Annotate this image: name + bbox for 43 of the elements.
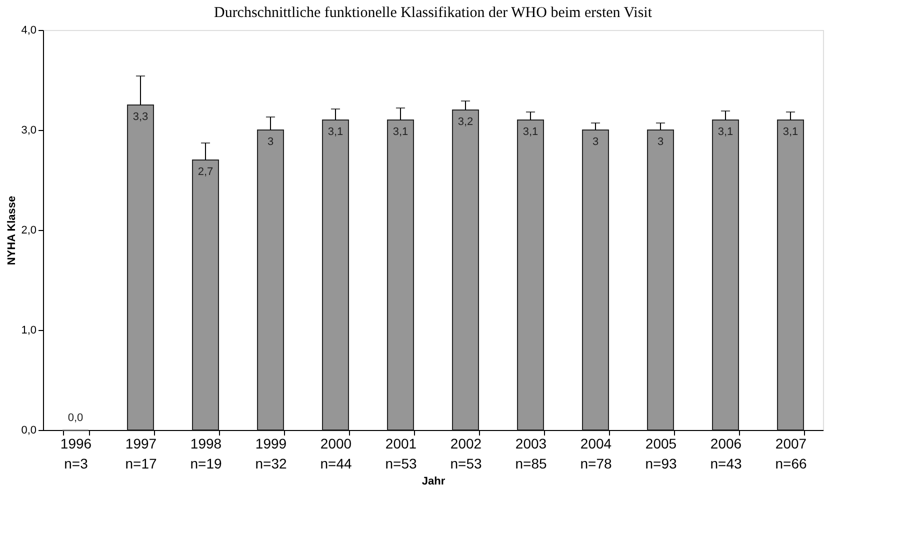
x-tick-label: 1998 n=19	[190, 436, 222, 472]
bar	[582, 130, 609, 430]
bar	[192, 160, 219, 430]
y-axis-title: NYHA Klasse	[6, 196, 18, 266]
bar	[322, 120, 349, 430]
data-label: 3,1	[782, 126, 798, 138]
x-tick-label: 2007 n=66	[775, 436, 807, 472]
bar	[387, 120, 414, 430]
data-label: 3,1	[328, 126, 344, 138]
bar	[517, 120, 544, 430]
x-tick-label: 2002 n=53	[450, 436, 482, 472]
y-tick-label: 0,0	[21, 424, 36, 436]
x-tick-label: 2001 n=53	[385, 436, 417, 472]
data-label: 3	[657, 136, 664, 148]
x-tick-label: 2006 n=43	[710, 436, 742, 472]
bar	[647, 130, 674, 430]
x-tick-label: 2003 n=85	[515, 436, 547, 472]
data-label: 3,3	[132, 111, 148, 123]
x-tick-label: 2005 n=93	[645, 436, 677, 472]
data-label: 3	[267, 136, 274, 148]
chart-title: Durchschnittliche funktionelle Klassifikation der WHO beim ersten Visit	[214, 5, 653, 21]
bar	[127, 104, 154, 430]
data-label: 3,2	[458, 116, 474, 128]
x-tick-label: 2000 n=44	[320, 436, 352, 472]
x-tick-label: 1999 n=32	[255, 436, 287, 472]
x-tick-label: 1997 n=17	[125, 436, 157, 472]
bar	[712, 120, 739, 430]
x-axis-title: Jahr	[422, 476, 446, 488]
bar	[257, 130, 284, 430]
data-label: 3,1	[522, 126, 538, 138]
y-tick-label: 1,0	[21, 324, 36, 336]
bar	[777, 120, 804, 430]
y-tick-label: 2,0	[21, 224, 36, 236]
x-tick-label: 2004 n=78	[580, 436, 612, 472]
y-tick-label: 4,0	[21, 24, 36, 36]
data-label: 3,1	[718, 126, 734, 138]
y-tick-label: 3,0	[21, 124, 36, 136]
data-label: 0,0	[68, 412, 84, 424]
bar	[452, 110, 479, 430]
x-tick-label: 1996 n=3	[60, 436, 92, 472]
data-label: 3,1	[392, 126, 408, 138]
data-label: 2,7	[198, 166, 214, 178]
data-label: 3	[592, 136, 599, 148]
